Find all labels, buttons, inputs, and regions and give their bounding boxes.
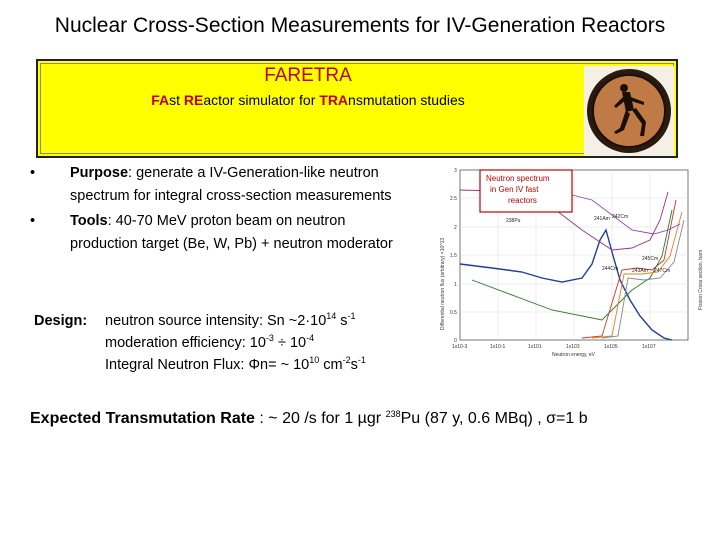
design-label: Design: (34, 313, 88, 329)
cross-section-curve (551, 189, 681, 235)
bullet-dot: • (30, 165, 36, 181)
bullet-dot: • (30, 213, 36, 229)
expected-label: Expected Transmutation Rate (30, 410, 255, 427)
design-text: neutron source intensity: Sn ~2·10 (105, 313, 327, 329)
design-text: cm (319, 357, 343, 373)
y-tick: 0 (454, 338, 457, 344)
bullet-list: • Purpose: generate a IV-Generation-like… (30, 162, 410, 256)
cross-section-curve (591, 211, 683, 339)
bullet-label: Tools (70, 213, 108, 229)
y-tick: 3 (454, 168, 457, 174)
x-tick: 1x103 (566, 344, 580, 350)
isotope-label: 244Cm (602, 266, 618, 272)
exponent: -3 (265, 333, 274, 343)
isotope-label: 241Am (594, 216, 610, 222)
x-tick: 1x10-3 (452, 344, 468, 350)
neutron-spectrum-curve (459, 228, 673, 341)
design-text: Integral Neutron Flux: Φn= ~ 10 (105, 357, 310, 373)
expected-rate-line: Expected Transmutation Rate : ~ 20 /s fo… (30, 410, 588, 428)
exponent: 14 (326, 311, 337, 321)
bullet-text: : 40-70 MeV proton beam on neutron produ… (70, 213, 393, 252)
design-text: s (336, 313, 348, 329)
design-line-moderation: moderation efficiency: 10-3 ÷ 10-4 (105, 332, 366, 354)
x-tick: 1x101 (528, 344, 542, 350)
design-text: ÷ 10 (273, 335, 307, 351)
subtitle-part: RE (183, 92, 204, 108)
y-left-label: Differential neutron flux (arbitrary) ×1… (440, 238, 446, 330)
y-tick: 0.5 (450, 310, 457, 316)
expected-text: : ~ 20 /s for 1 µgr (254, 410, 386, 427)
x-tick: 1x107 (642, 344, 656, 350)
exponent: -2 (342, 355, 351, 365)
isotope-mass: 238 (385, 409, 401, 419)
subtitle-part: actor simulator for (203, 92, 320, 108)
bullet-text: : generate a IV-Generation-like neutron … (70, 165, 392, 204)
bullet-tools: • Tools: 40-70 MeV proton beam on neutro… (30, 210, 410, 256)
exponent: -1 (357, 355, 366, 365)
cross-section-curve (471, 209, 673, 321)
subtitle-part: nsmutation studies (348, 92, 465, 108)
x-tick: 1x105 (604, 344, 618, 350)
callout-text: Neutron spectrum in Gen IV fast reactors (486, 174, 550, 205)
design-text: s (350, 357, 358, 373)
design-lines: neutron source intensity: Sn ~2·1014 s-1… (105, 310, 366, 376)
exponent: -1 (347, 311, 356, 321)
isotope-label: 238Pu (506, 218, 521, 224)
greek-vase-image (584, 66, 674, 156)
neutron-spectrum-figure: 3 2.5 2 1.5 1 0.5 0 1x10-3 1x10-1 1x101 … (432, 160, 708, 360)
x-tick: 1x10-1 (490, 344, 506, 350)
subtitle-part: TRA (319, 92, 349, 108)
faretra-banner: FARETRA FAst REactor simulator for TRAns… (36, 59, 678, 158)
cross-section-curve (601, 219, 685, 339)
exponent: -4 (306, 333, 315, 343)
isotope-label: 245Cm (642, 256, 658, 262)
cross-section-curve (581, 199, 677, 339)
banner-subtitle: FAst REactor simulator for TRAnsmutation… (38, 92, 578, 108)
callout-box (479, 169, 573, 213)
slide-title: Nuclear Cross-Section Measurements for I… (54, 14, 666, 37)
y-tick: 2.5 (450, 196, 457, 202)
y-tick: 2 (454, 225, 457, 231)
x-axis-label: Neutron energy, eV (552, 352, 596, 358)
exponent: 10 (309, 355, 320, 365)
y-tick: 1.5 (450, 253, 457, 259)
isotope-label: 247Cm (654, 268, 670, 274)
design-line-source: neutron source intensity: Sn ~2·1014 s-1 (105, 310, 366, 332)
subtitle-part: st (169, 92, 184, 108)
y-right-label: Fission Cross section, barn (698, 249, 704, 310)
bullet-purpose: • Purpose: generate a IV-Generation-like… (30, 162, 410, 208)
isotope-label: 243Am (632, 268, 648, 274)
bullet-label: Purpose (70, 165, 129, 181)
subtitle-part: FA (151, 92, 170, 108)
y-tick: 1 (454, 282, 457, 288)
expected-tail: (87 y, 0.6 MBq) , σ=1 b (420, 410, 588, 427)
design-text: moderation efficiency: 10 (105, 335, 266, 351)
banner-title: FARETRA (264, 65, 352, 86)
isotope-symbol: Pu (400, 410, 421, 427)
design-line-flux: Integral Neutron Flux: Φn= ~ 1010 cm-2s-… (105, 354, 366, 376)
isotope-label: 242Cm (612, 214, 628, 220)
